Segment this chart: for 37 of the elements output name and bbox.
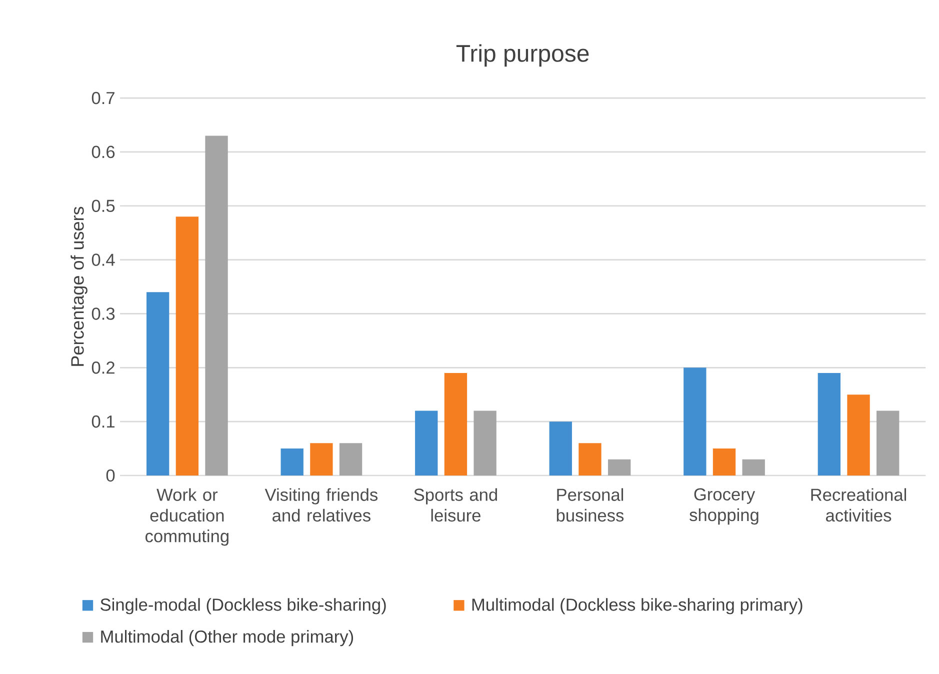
bar — [684, 368, 706, 476]
bar — [818, 373, 841, 476]
x-tick-label: Grocery shopping — [690, 488, 758, 525]
legend-label: Single-modal (Dockless bike-sharing) — [100, 598, 386, 614]
bar — [608, 460, 631, 476]
y-tick-label: 0.7 — [92, 92, 114, 104]
bar — [474, 411, 496, 476]
bar — [415, 411, 438, 476]
legend-label: Multimodal (Dockless bike-sharing primary) — [472, 598, 802, 614]
x-tick-label: Recreational activities — [811, 488, 906, 522]
bar — [876, 411, 900, 476]
bar — [847, 394, 870, 476]
bar — [205, 136, 228, 476]
y-tick-label: 0.5 — [92, 200, 115, 212]
bar — [578, 443, 602, 476]
y-tick-label: 0 — [106, 470, 115, 482]
y-tick-label: 0.1 — [92, 416, 114, 428]
y-tick-label: 0.3 — [92, 308, 115, 320]
chart-title: Trip purpose — [456, 44, 589, 67]
bar — [742, 460, 765, 476]
bar — [176, 216, 199, 476]
bar — [280, 448, 304, 476]
y-tick-label: 0.4 — [92, 254, 115, 266]
bar — [146, 292, 170, 476]
y-tick-label: 0.6 — [92, 146, 115, 158]
y-tick-label: 0.2 — [92, 362, 114, 374]
bar — [712, 448, 736, 476]
legend-label: Multimodal (Other mode primary) — [101, 630, 354, 646]
x-tick-label: Work or education commuting — [146, 488, 228, 546]
x-tick-label: Visiting friends and relatives — [264, 488, 378, 522]
bar — [310, 443, 333, 476]
x-tick-label: Sports and leisure — [414, 488, 498, 522]
x-tick-label: Personal business — [556, 488, 624, 522]
bar — [549, 422, 572, 476]
bar — [444, 373, 468, 476]
bar — [339, 443, 362, 476]
y-axis-title: Percentage of users — [70, 207, 88, 366]
